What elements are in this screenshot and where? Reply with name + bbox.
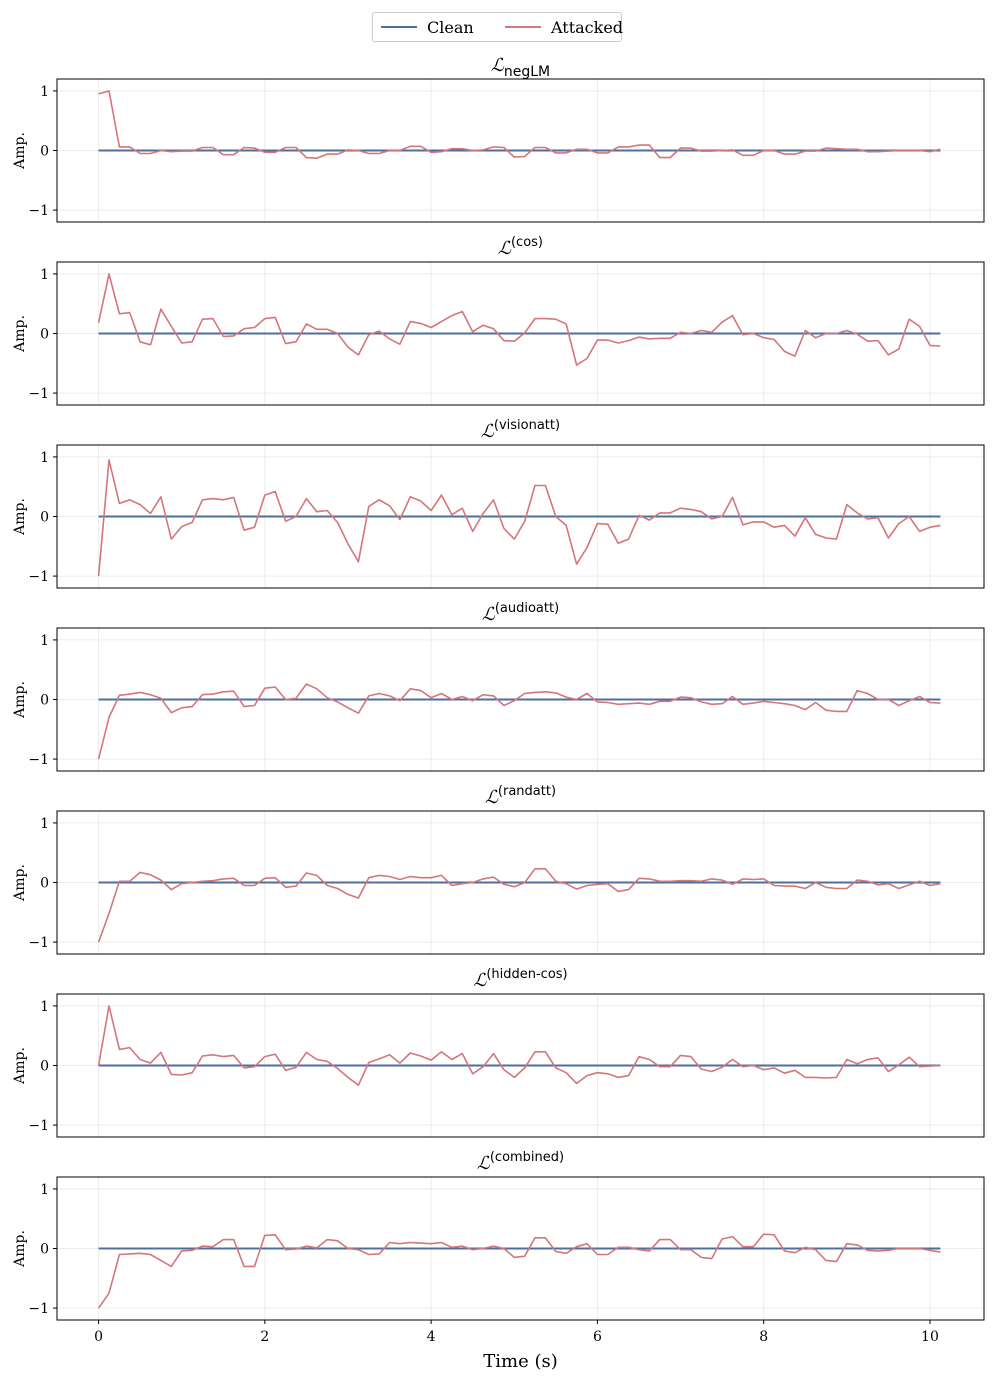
y-tick-label: −1	[28, 1301, 49, 1317]
y-tick-label: 1	[40, 84, 49, 100]
y-tick-label: 0	[40, 144, 49, 160]
series-line-attacked	[97, 867, 941, 943]
y-tick-label: −1	[28, 386, 49, 402]
y-axis-label: Amp.	[12, 315, 28, 353]
legend-swatch-attacked	[505, 26, 541, 28]
series-line-attacked	[97, 459, 941, 577]
y-tick-label: −1	[28, 1118, 49, 1134]
y-tick-label: 1	[40, 267, 49, 283]
title-superscript: (combined)	[490, 1150, 564, 1165]
series-line-attacked	[97, 1005, 941, 1086]
title-symbol: ℒ	[481, 421, 495, 442]
subplot-3: −1 0 1 Amp. ℒ(visionatt)	[12, 418, 985, 589]
title-symbol: ℒ	[491, 55, 505, 76]
title-symbol: ℒ	[485, 787, 499, 808]
x-axis-label: Time (s)	[483, 1351, 558, 1372]
legend-entry-attacked: Attacked	[505, 13, 623, 41]
series-line-attacked	[97, 683, 941, 760]
y-tick-label: 1	[40, 450, 49, 466]
y-tick-label: −1	[28, 752, 49, 768]
title-superscript: (audioatt)	[495, 601, 559, 616]
legend-entry-clean: Clean	[381, 13, 474, 41]
subplot-title: ℒnegLM	[491, 55, 550, 80]
subplot-title: ℒ(randatt)	[485, 784, 556, 808]
legend-label-attacked: Attacked	[551, 17, 624, 37]
x-tick-label: 8	[759, 1329, 768, 1345]
subplot-5: −1 0 1 Amp. ℒ(randatt)	[12, 784, 985, 955]
legend-swatch-clean	[381, 26, 417, 28]
title-superscript: (randatt)	[498, 784, 556, 799]
subplot-title: ℒ(combined)	[477, 1150, 564, 1174]
legend-label-clean: Clean	[427, 17, 474, 37]
series-line-attacked	[97, 273, 941, 366]
subplot-title: ℒ(hidden-cos)	[473, 967, 567, 991]
y-tick-label: 1	[40, 1182, 49, 1198]
subplot-7: −1 0 1 Amp. ℒ(combined) 0 2 4 6 8 10 Time (s)	[12, 1150, 985, 1372]
title-superscript: (visionatt)	[494, 418, 560, 433]
y-tick-label: 0	[40, 1242, 49, 1258]
title-symbol: ℒ	[473, 970, 487, 991]
y-tick-label: 0	[40, 693, 49, 709]
x-tick-label: 6	[593, 1329, 602, 1345]
y-tick-label: 0	[40, 1059, 49, 1075]
subplot-title: ℒ(audioatt)	[482, 601, 559, 625]
subplot-6: −1 0 1 Amp. ℒ(hidden-cos)	[12, 967, 985, 1138]
x-tick-label: 0	[94, 1329, 103, 1345]
subplot-title: ℒ(cos)	[498, 235, 543, 259]
title-superscript: (cos)	[511, 235, 543, 250]
y-tick-label: 0	[40, 510, 49, 526]
y-axis-label: Amp.	[12, 1047, 28, 1085]
y-axis-label: Amp.	[12, 132, 28, 170]
x-tick-label: 4	[427, 1329, 436, 1345]
title-subscript: negLM	[504, 64, 550, 80]
series-line-attacked	[97, 1233, 941, 1309]
subplot-4: −1 0 1 Amp. ℒ(audioatt)	[12, 601, 985, 772]
title-symbol: ℒ	[477, 1153, 491, 1174]
y-tick-label: 1	[40, 999, 49, 1015]
y-axis-label: Amp.	[12, 498, 28, 536]
y-tick-label: −1	[28, 935, 49, 951]
y-axis-label: Amp.	[12, 681, 28, 719]
subplot-title: ℒ(visionatt)	[481, 418, 560, 442]
subplot-2: −1 0 1 Amp. ℒ(cos)	[12, 235, 985, 406]
y-tick-label: 1	[40, 633, 49, 649]
y-axis-label: Amp.	[12, 1230, 28, 1268]
y-tick-label: −1	[28, 569, 49, 585]
title-symbol: ℒ	[498, 238, 512, 259]
y-axis-label: Amp.	[12, 864, 28, 902]
y-tick-label: 0	[40, 876, 49, 892]
y-tick-label: 0	[40, 327, 49, 343]
x-tick-label: 2	[260, 1329, 269, 1345]
subplot-1: −1 0 1 Amp. ℒnegLM	[12, 55, 985, 223]
title-symbol: ℒ	[482, 604, 496, 625]
x-tick-label: 10	[921, 1329, 939, 1345]
y-tick-label: −1	[28, 203, 49, 219]
y-tick-label: 1	[40, 816, 49, 832]
title-superscript: (hidden-cos)	[486, 967, 567, 982]
series-line-attacked	[98, 90, 941, 159]
legend: Clean Attacked	[372, 12, 623, 42]
